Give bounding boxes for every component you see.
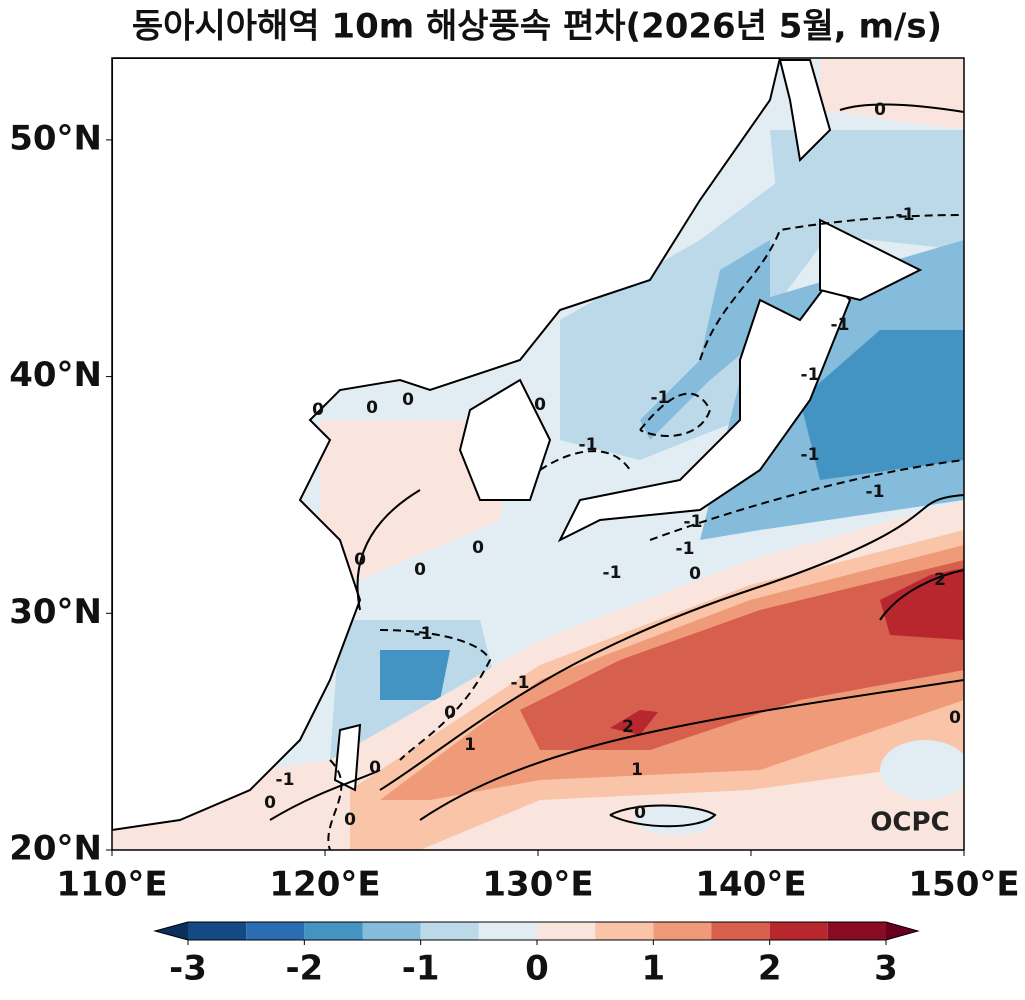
contour-label: 0 — [366, 398, 378, 418]
contour-label: -1 — [866, 482, 885, 502]
x-tick-label: 130°E — [482, 865, 593, 905]
x-tick-label: 140°E — [695, 865, 806, 905]
colorbar-bin — [246, 922, 305, 940]
contour-label: 0 — [414, 560, 426, 580]
contour-label: 0 — [534, 395, 546, 415]
y-tick-label: 40°N — [9, 355, 102, 395]
colorbar-extend-high — [886, 922, 918, 940]
contour-label: -1 — [579, 435, 598, 455]
contour-label: -1 — [896, 205, 915, 225]
colorbar-bin — [595, 922, 654, 940]
x-tick-label: 150°E — [908, 865, 1019, 905]
colorbar-bin — [827, 922, 886, 940]
colorbar-tick-label: 0 — [525, 949, 549, 989]
contour-label: 2 — [934, 570, 946, 590]
colorbar-bin — [362, 922, 421, 940]
colorbar-bin — [188, 922, 247, 940]
contour-label: 0 — [634, 803, 646, 823]
contour-label: 0 — [344, 810, 356, 830]
contour-label: -1 — [831, 315, 850, 335]
contour-label: -1 — [414, 624, 433, 644]
colorbar-tick-label: 3 — [874, 949, 898, 989]
contour-label: 0 — [402, 390, 414, 410]
contour-label: 2 — [622, 717, 634, 737]
contour-label: 1 — [631, 760, 643, 780]
contour-label: -1 — [276, 770, 295, 790]
colorbar-extend-low — [155, 922, 188, 940]
contour-label: -1 — [676, 539, 695, 559]
x-tick-label: 110°E — [56, 865, 167, 905]
colorbar-bin — [769, 922, 828, 940]
colorbar-bin — [537, 922, 596, 940]
colorbar-tick-label: -1 — [402, 949, 440, 989]
title: 동아시아해역 10m 해상풍속 편차(2026년 5월, m/s) — [132, 7, 942, 47]
y-tick-label: 20°N — [9, 829, 102, 869]
contour-label: -1 — [511, 673, 530, 693]
contour-label: -1 — [801, 365, 820, 385]
colorbar-tick-label: -3 — [169, 949, 207, 989]
contour-label: -1 — [801, 445, 820, 465]
contour-label: 0 — [312, 400, 324, 420]
colorbar-bin — [711, 922, 770, 940]
contour-label: 1 — [464, 735, 476, 755]
colorbar-tick-label: -2 — [285, 949, 323, 989]
contour-label: 0 — [874, 100, 886, 120]
x-tick-label: 120°E — [269, 865, 380, 905]
colorbar-bin — [304, 922, 363, 940]
contour-label: 0 — [354, 550, 366, 570]
contour-label: -1 — [651, 388, 670, 408]
map-field — [112, 58, 964, 850]
colorbar-bin — [420, 922, 479, 940]
contour-label: 0 — [949, 708, 961, 728]
contour-label: 0 — [472, 538, 484, 558]
contour-label: 0 — [369, 758, 381, 778]
contour-label: 0 — [689, 564, 701, 584]
colorbar-bin — [478, 922, 537, 940]
colorbar-bin — [653, 922, 712, 940]
contour-label: 0 — [264, 793, 276, 813]
colorbar-tick-label: 2 — [758, 949, 782, 989]
contour-label: -1 — [603, 563, 622, 583]
y-tick-label: 50°N — [9, 118, 102, 158]
y-tick-label: 30°N — [9, 592, 102, 632]
contour-label: -1 — [684, 512, 703, 532]
logo: OCPC — [870, 808, 949, 838]
contour-label: 0 — [444, 703, 456, 723]
colorbar-tick-label: 1 — [641, 949, 665, 989]
